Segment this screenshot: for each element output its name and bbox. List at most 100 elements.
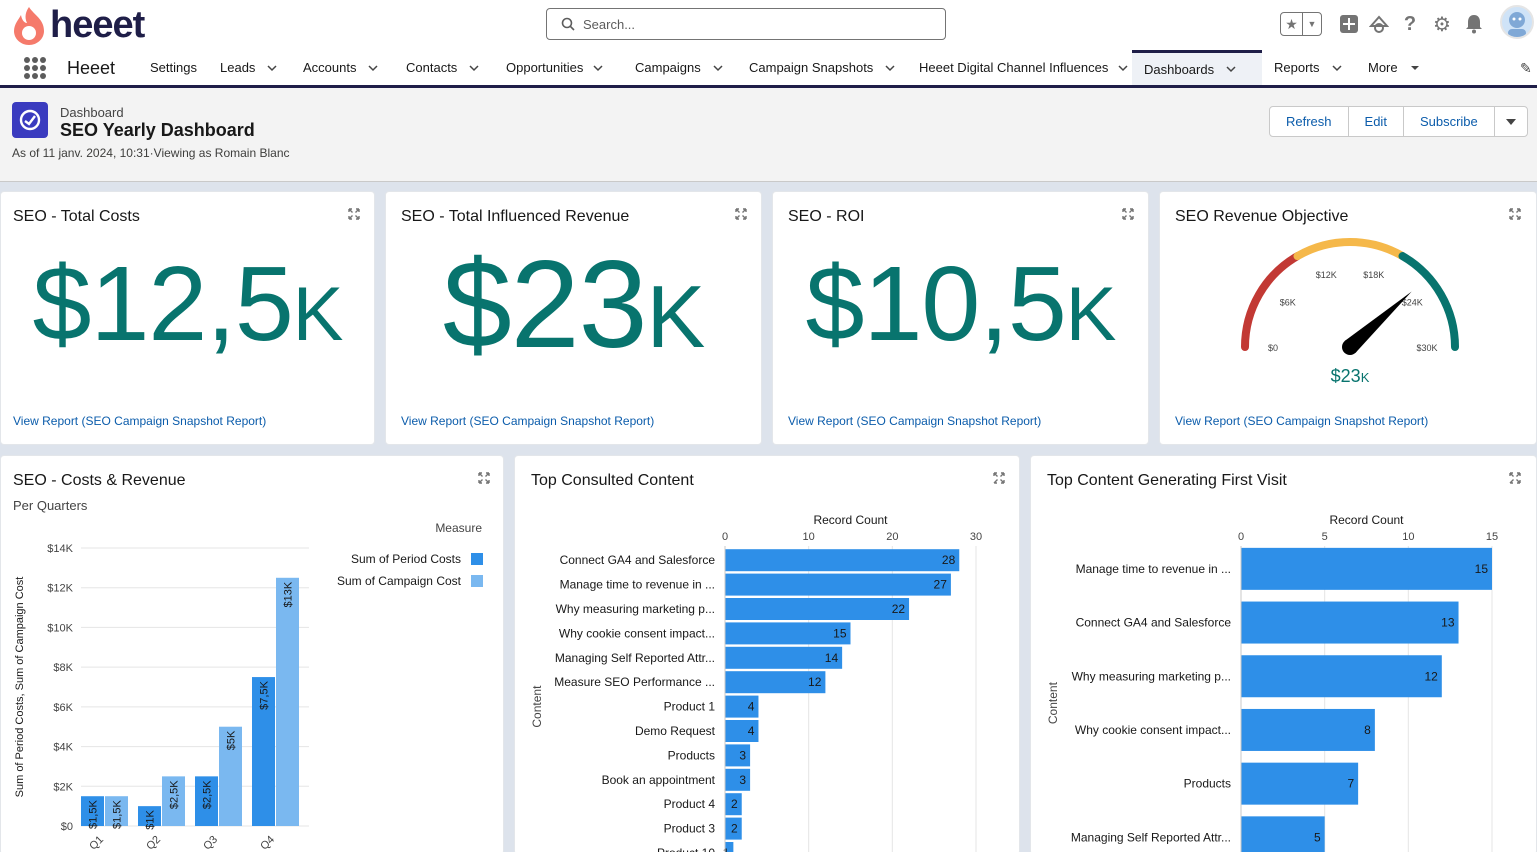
bar[interactable] (725, 842, 734, 852)
setup-button[interactable]: ⚙ (1430, 12, 1454, 36)
bar-data-label: 15 (1475, 562, 1489, 576)
y-tick-label: Products (1184, 777, 1231, 791)
kpi-value: $10,5K (773, 244, 1148, 365)
nav-item-campaigns[interactable]: Campaigns (635, 50, 723, 85)
expand-icon[interactable] (735, 208, 747, 220)
bar-sum-of-campaign-cost[interactable] (276, 577, 299, 826)
bar[interactable] (725, 817, 742, 840)
bar-sum-of-period-costs[interactable] (195, 776, 218, 826)
chevron-down-icon[interactable] (713, 63, 723, 73)
expand-icon[interactable] (478, 472, 490, 484)
bar[interactable] (725, 695, 759, 718)
bar[interactable] (725, 744, 751, 767)
bar[interactable] (1241, 762, 1359, 805)
x-tick-label: 0 (722, 531, 728, 543)
app-launcher-icon[interactable] (24, 57, 46, 79)
card-title: SEO - Total Influenced Revenue (401, 208, 630, 225)
heeet-logo[interactable]: heeet (12, 4, 145, 46)
chevron-down-icon[interactable] (267, 63, 277, 73)
chevron-down-icon[interactable] (469, 63, 479, 73)
nav-item-opportunities[interactable]: Opportunities (506, 50, 603, 85)
nav-item-leads[interactable]: Leads (220, 50, 277, 85)
bar[interactable] (725, 573, 951, 596)
bar-data-label: $13K (283, 581, 295, 607)
legend-item-label: Sum of Period Costs (351, 552, 461, 566)
view-report-link[interactable]: View Report (SEO Campaign Snapshot Repor… (401, 414, 655, 428)
global-search-input[interactable]: Search... (546, 8, 946, 40)
nav-item-accounts[interactable]: Accounts (303, 50, 379, 85)
view-report-link[interactable]: View Report (SEO Campaign Snapshot Repor… (1175, 414, 1429, 428)
nav-item-reports[interactable]: Reports (1274, 50, 1342, 85)
chevron-down-icon[interactable] (593, 63, 603, 73)
help-icon: ? (1403, 12, 1417, 35)
more-actions-button[interactable] (1495, 107, 1527, 136)
bar[interactable] (725, 768, 751, 791)
bar[interactable] (1241, 547, 1492, 590)
bar[interactable] (1241, 601, 1459, 644)
expand-icon[interactable] (348, 208, 360, 220)
x-axis-title: Record Count (1329, 513, 1404, 527)
bar-sum-of-period-costs[interactable] (252, 677, 275, 826)
bar[interactable] (725, 793, 742, 816)
nav-item-label: Accounts (303, 60, 357, 75)
bar[interactable] (725, 549, 960, 572)
bar[interactable] (725, 646, 843, 669)
y-tick-label: Managing Self Reported Attr... (1071, 830, 1231, 844)
user-avatar[interactable] (1500, 5, 1534, 39)
bar-sum-of-period-costs[interactable] (138, 806, 161, 826)
help-button[interactable]: ? (1398, 12, 1422, 36)
gauge-band-high (1398, 252, 1459, 351)
bar[interactable] (725, 671, 826, 694)
chevron-down-icon[interactable] (1332, 63, 1342, 73)
y-tick-label: $4K (53, 742, 73, 754)
bar[interactable] (725, 598, 910, 620)
card-title: Top Consulted Content (531, 472, 694, 489)
top-consulted-chart: Record Count 0 10 20 30 Content Connect GA4 an… (530, 513, 982, 852)
search-placeholder: Search... (583, 16, 636, 32)
refresh-button[interactable]: Refresh (1270, 107, 1349, 136)
bar-sum-of-period-costs[interactable] (81, 796, 104, 826)
favorites-button[interactable]: ★ ▼ (1280, 12, 1322, 36)
view-report-link[interactable]: View Report (SEO Campaign Snapshot Repor… (13, 414, 267, 428)
dashboard-header: Dashboard SEO Yearly Dashboard As of 11 … (0, 88, 1537, 182)
card-roi: SEO - ROI $10,5K View Report (SEO Campai… (772, 191, 1149, 445)
chevron-down-icon[interactable] (368, 63, 379, 73)
nav-item-contacts[interactable]: Contacts (406, 50, 479, 85)
legend-swatch[interactable] (471, 575, 483, 587)
expand-icon[interactable] (1509, 208, 1521, 220)
bar[interactable] (1241, 816, 1325, 852)
trailhead-button[interactable] (1367, 12, 1391, 36)
expand-icon[interactable] (1122, 208, 1134, 220)
legend-swatch[interactable] (471, 553, 483, 565)
y-tick-label: Product 3 (664, 822, 716, 836)
expand-icon[interactable] (993, 472, 1005, 484)
edit-button[interactable]: Edit (1349, 107, 1404, 136)
chevron-down-icon[interactable] (1118, 63, 1128, 73)
bar-sum-of-campaign-cost[interactable] (105, 796, 128, 826)
bar-data-label: $1,5K (112, 800, 124, 829)
edit-nav-icon[interactable]: ✎ (1520, 60, 1532, 76)
bar[interactable] (725, 622, 851, 645)
chevron-down-icon[interactable] (1226, 64, 1236, 74)
x-tick-label: 10 (803, 531, 815, 543)
expand-icon[interactable] (1509, 472, 1521, 484)
bar[interactable] (1241, 655, 1442, 698)
bar[interactable] (1241, 708, 1375, 751)
nav-item-dashboards[interactable]: Dashboards (1132, 50, 1262, 85)
bar-data-label: 4 (748, 724, 755, 738)
bar-sum-of-campaign-cost[interactable] (162, 776, 185, 826)
chevron-down-icon[interactable] (885, 63, 895, 73)
bar[interactable] (725, 720, 759, 742)
bar-sum-of-campaign-cost[interactable] (219, 726, 242, 826)
nav-item-campaign-snapshots[interactable]: Campaign Snapshots (749, 50, 895, 85)
global-actions-button[interactable] (1337, 12, 1361, 36)
view-report-link[interactable]: View Report (SEO Campaign Snapshot Repor… (788, 414, 1042, 428)
notifications-button[interactable] (1462, 12, 1486, 36)
y-tick-label: $12K (47, 583, 73, 595)
gauge-tick-label: $30K (1416, 343, 1437, 353)
nav-item-settings[interactable]: Settings (150, 50, 197, 85)
nav-item-heeet-digital-channel-influences[interactable]: Heeet Digital Channel Influences (919, 50, 1128, 85)
subscribe-button[interactable]: Subscribe (1404, 107, 1495, 136)
caret-down-icon[interactable] (1410, 63, 1420, 73)
nav-item-more[interactable]: More (1368, 50, 1420, 85)
